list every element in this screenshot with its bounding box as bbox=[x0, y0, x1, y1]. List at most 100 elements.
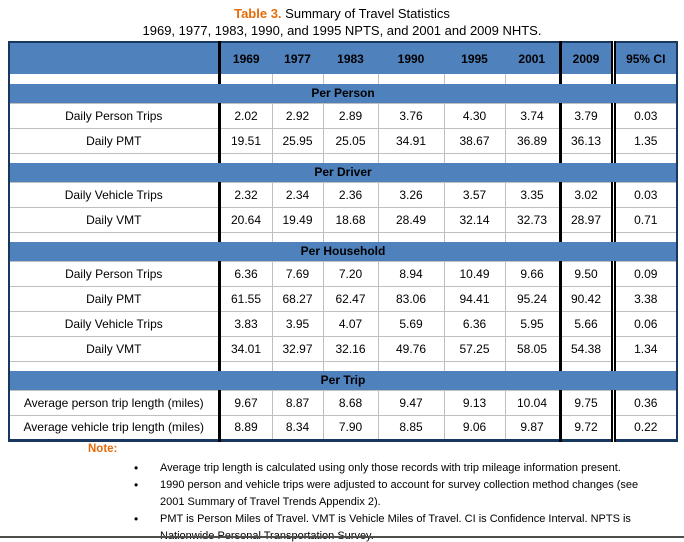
column-header: 2009 bbox=[558, 42, 613, 74]
value-cell: 32.16 bbox=[322, 335, 378, 362]
spacer-row bbox=[9, 74, 677, 84]
value-cell: 32.73 bbox=[504, 206, 560, 233]
spacer-row bbox=[9, 153, 677, 163]
row-label: Daily Person Trips bbox=[9, 260, 221, 287]
value-cell: 0.71 bbox=[610, 206, 677, 233]
value-cell: 6.36 bbox=[443, 310, 505, 337]
spacer-cell bbox=[504, 361, 560, 371]
spacer-cell bbox=[504, 153, 560, 163]
spacer-row bbox=[9, 232, 677, 242]
spacer-cell bbox=[443, 74, 505, 84]
spacer-cell bbox=[322, 232, 378, 242]
table-row: Daily Vehicle Trips 2.32 2.34 2.36 3.26 3.57 3… bbox=[9, 181, 677, 208]
note-list: Average trip length is calculated using … bbox=[88, 460, 666, 542]
value-cell: 57.25 bbox=[443, 335, 505, 362]
value-cell: 6.36 bbox=[219, 260, 272, 287]
spacer-cell bbox=[9, 232, 221, 242]
value-cell: 5.69 bbox=[377, 310, 444, 337]
spacer-cell bbox=[377, 153, 444, 163]
table-row: Average vehicle trip length (miles) 8.89 8… bbox=[9, 414, 677, 441]
value-cell: 68.27 bbox=[271, 285, 323, 312]
value-cell: 18.68 bbox=[322, 206, 378, 233]
value-cell: 58.05 bbox=[504, 335, 560, 362]
value-cell: 2.34 bbox=[271, 181, 323, 208]
value-cell: 7.20 bbox=[322, 260, 378, 287]
spacer-cell bbox=[610, 361, 677, 371]
spacer-cell bbox=[219, 153, 272, 163]
note-label: Note: bbox=[88, 443, 118, 455]
table-row: Daily PMT 19.51 25.95 25.05 34.91 38.67 36.89 3… bbox=[9, 127, 677, 154]
page-bottom-rule bbox=[0, 536, 684, 538]
spacer-cell bbox=[271, 361, 323, 371]
column-header: 1990 bbox=[378, 42, 444, 74]
notes-block: Note: Average trip length is calculated … bbox=[88, 441, 666, 542]
table-subtitle: 1969, 1977, 1983, 1990, and 1995 NPTS, a… bbox=[142, 23, 542, 38]
value-cell: 10.49 bbox=[443, 260, 505, 287]
value-cell: 38.67 bbox=[443, 127, 505, 154]
value-cell: 61.55 bbox=[219, 285, 272, 312]
row-label: Daily Vehicle Trips bbox=[9, 181, 221, 208]
value-cell: 2.32 bbox=[219, 181, 272, 208]
value-cell: 1.35 bbox=[610, 127, 677, 154]
spacer-cell bbox=[377, 74, 444, 84]
value-cell: 95.24 bbox=[504, 285, 560, 312]
spacer-cell bbox=[558, 153, 613, 163]
value-cell: 8.68 bbox=[322, 389, 378, 416]
spacer-cell bbox=[610, 153, 677, 163]
row-label: Daily VMT bbox=[9, 206, 221, 233]
spacer-cell bbox=[322, 153, 378, 163]
value-cell: 8.94 bbox=[377, 260, 444, 287]
value-cell: 2.36 bbox=[322, 181, 378, 208]
column-header: 1995 bbox=[444, 42, 505, 74]
value-cell: 5.66 bbox=[558, 310, 613, 337]
value-cell: 8.34 bbox=[271, 414, 323, 441]
value-cell: 9.06 bbox=[443, 414, 505, 441]
value-cell: 3.79 bbox=[558, 102, 613, 129]
value-cell: 25.95 bbox=[271, 127, 323, 154]
spacer-cell bbox=[271, 232, 323, 242]
spacer-cell bbox=[443, 232, 505, 242]
section-header-row: Per Household bbox=[9, 242, 677, 261]
value-cell: 3.26 bbox=[377, 181, 444, 208]
value-cell: 8.85 bbox=[377, 414, 444, 441]
value-cell: 62.47 bbox=[322, 285, 378, 312]
row-label: Daily VMT bbox=[9, 335, 221, 362]
value-cell: 3.95 bbox=[271, 310, 323, 337]
value-cell: 0.03 bbox=[610, 102, 677, 129]
value-cell: 3.38 bbox=[610, 285, 677, 312]
value-cell: 4.07 bbox=[322, 310, 378, 337]
table-title-block: Table 3. Summary of Travel Statistics 19… bbox=[0, 5, 684, 39]
value-cell: 19.51 bbox=[219, 127, 272, 154]
value-cell: 0.22 bbox=[610, 414, 677, 441]
value-cell: 10.04 bbox=[504, 389, 560, 416]
spacer-cell bbox=[322, 361, 378, 371]
value-cell: 54.38 bbox=[558, 335, 613, 362]
value-cell: 0.06 bbox=[610, 310, 677, 337]
value-cell: 9.50 bbox=[558, 260, 613, 287]
value-cell: 49.76 bbox=[377, 335, 444, 362]
value-cell: 0.09 bbox=[610, 260, 677, 287]
value-cell: 9.66 bbox=[504, 260, 560, 287]
table-row: Daily Person Trips 6.36 7.69 7.20 8.94 10.49 9… bbox=[9, 260, 677, 287]
section-header: Per Trip bbox=[9, 371, 677, 390]
value-cell: 9.67 bbox=[219, 389, 272, 416]
value-cell: 5.95 bbox=[504, 310, 560, 337]
value-cell: 9.13 bbox=[443, 389, 505, 416]
section-header-row: Per Trip bbox=[9, 371, 677, 390]
column-header: 1983 bbox=[323, 42, 378, 74]
table-number-label: Table 3. bbox=[234, 6, 282, 21]
table-row: Daily Vehicle Trips 3.83 3.95 4.07 5.69 6.36 5… bbox=[9, 310, 677, 337]
spacer-cell bbox=[219, 74, 272, 84]
value-cell: 94.41 bbox=[443, 285, 505, 312]
spacer-cell bbox=[443, 361, 505, 371]
spacer-cell bbox=[219, 361, 272, 371]
spacer-cell bbox=[558, 232, 613, 242]
spacer-cell bbox=[9, 361, 221, 371]
spacer-cell bbox=[9, 74, 221, 84]
value-cell: 3.02 bbox=[558, 181, 613, 208]
value-cell: 1.34 bbox=[610, 335, 677, 362]
value-cell: 36.89 bbox=[504, 127, 560, 154]
spacer-cell bbox=[610, 74, 677, 84]
value-cell: 25.05 bbox=[322, 127, 378, 154]
